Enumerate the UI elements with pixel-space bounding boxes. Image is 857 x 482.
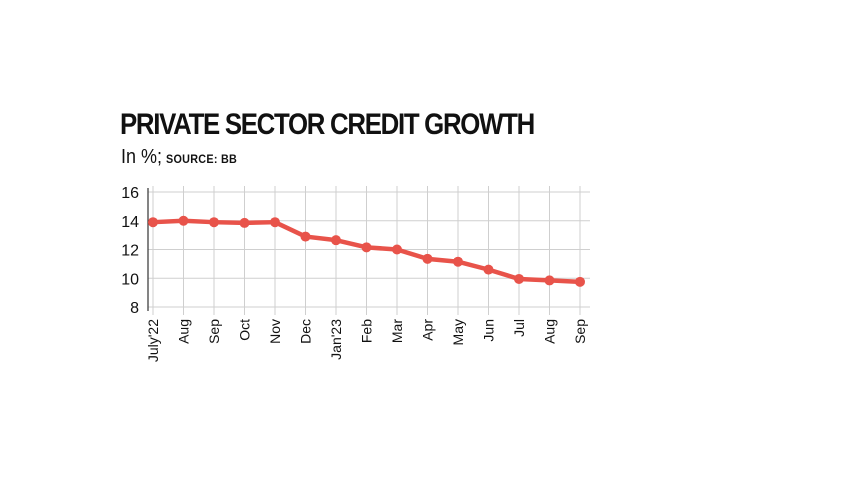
y-tick-label: 14 xyxy=(121,214,139,231)
grid xyxy=(148,186,590,315)
data-point xyxy=(514,273,524,284)
data-point xyxy=(483,264,494,275)
x-tick-label: Aug xyxy=(176,319,192,344)
chart-subtitle: In %; SOURCE: BB xyxy=(121,146,237,169)
data-point xyxy=(544,275,555,286)
data-point xyxy=(209,217,219,228)
x-tick-label: Dec xyxy=(298,319,314,344)
x-tick-label: Aug xyxy=(542,319,558,344)
x-tick-label: Jul xyxy=(511,319,527,337)
data-point xyxy=(300,231,311,242)
y-tick-label: 12 xyxy=(121,243,139,260)
x-tick-label: Feb xyxy=(359,319,375,343)
y-tick-label: 16 xyxy=(121,185,139,202)
x-tick-labels: July'22 Aug Sep Oct Nov Dec Jan'23 Feb Mar Apr May… xyxy=(145,319,588,362)
x-tick-label: Sep xyxy=(206,319,222,344)
series xyxy=(148,215,585,287)
subtitle-source: SOURCE: BB xyxy=(166,152,238,166)
x-tick-label: Apr xyxy=(420,319,436,341)
data-point xyxy=(453,256,463,267)
x-tick-label: July'22 xyxy=(145,319,161,362)
data-point xyxy=(178,215,189,226)
chart-title: PRIVATE SECTOR CREDIT GROWTH xyxy=(120,108,535,141)
data-point xyxy=(361,242,372,253)
x-tick-label: Sep xyxy=(572,319,588,344)
data-point xyxy=(575,276,585,287)
subtitle-unit: In %; xyxy=(121,146,163,168)
y-tick-label: 10 xyxy=(121,271,139,288)
x-tick-label: Jun xyxy=(481,319,497,342)
x-tick-label: Oct xyxy=(237,319,253,341)
y-tick-labels: 8 10 12 14 16 xyxy=(121,185,139,317)
y-tick-label: 8 xyxy=(130,300,139,317)
x-tick-label: Mar xyxy=(389,319,405,343)
data-point xyxy=(148,217,158,228)
x-tick-label: Nov xyxy=(267,319,283,344)
x-tick-label: May xyxy=(450,319,466,345)
data-point xyxy=(270,217,280,228)
x-tick-label: Jan'23 xyxy=(328,319,344,360)
data-point xyxy=(239,217,250,228)
data-point xyxy=(392,244,402,255)
data-point xyxy=(331,235,341,246)
data-point xyxy=(422,253,433,264)
